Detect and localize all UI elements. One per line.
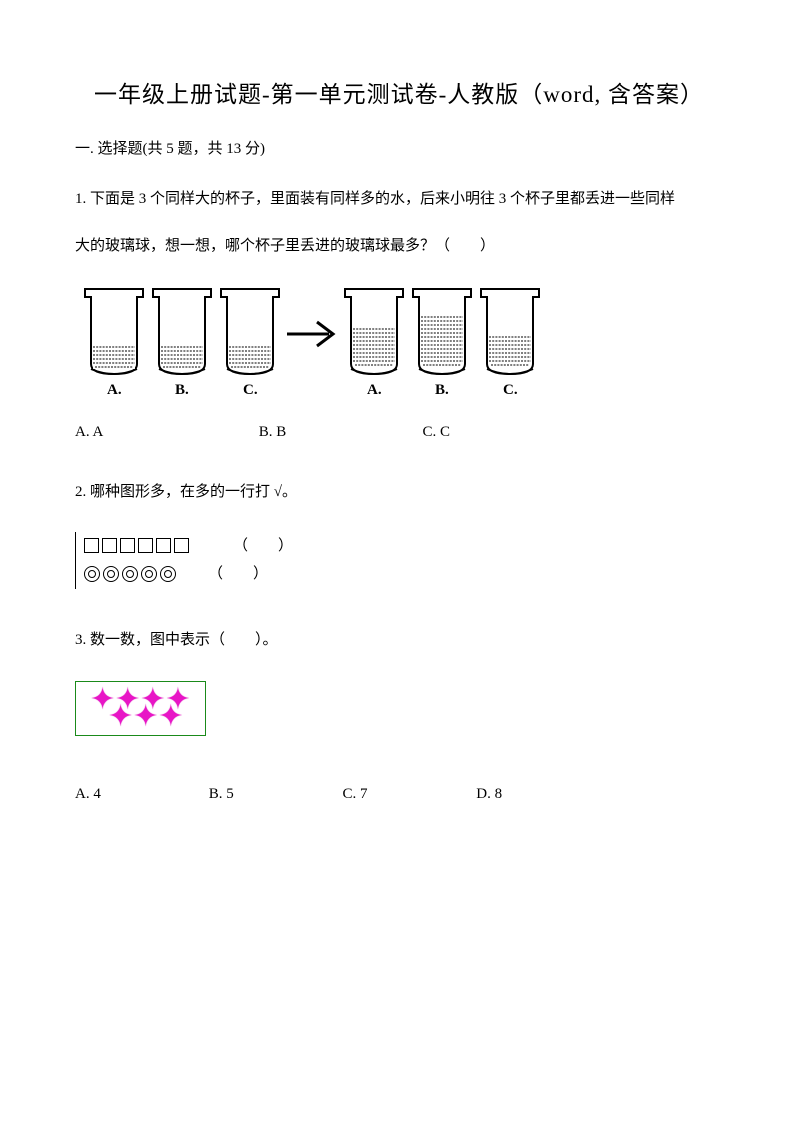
cup-label: C. bbox=[503, 382, 518, 398]
square-icon bbox=[84, 538, 99, 553]
star-icon: ✦ bbox=[108, 703, 133, 732]
double-circle-icon bbox=[122, 566, 138, 582]
q1-text-line2: 大的玻璃球，想一想，哪个杯子里丢进的玻璃球最多？（ ） bbox=[75, 227, 723, 266]
circles-group bbox=[84, 566, 176, 582]
question-3: 3. 数一数，图中表示（ ）。 ✦✦✦✦ ✦✦✦ A. 4 B. 5 C. 7 … bbox=[75, 629, 723, 804]
double-circle-icon bbox=[103, 566, 119, 582]
square-icon bbox=[120, 538, 135, 553]
question-1: 1. 下面是 3 个同样大的杯子，里面装有同样多的水，后来小明往 3 个杯子里都… bbox=[75, 180, 723, 441]
squares-group bbox=[84, 538, 189, 553]
option-a: A. 4 bbox=[75, 786, 205, 803]
q2-figure: （ ） （ ） bbox=[75, 532, 723, 589]
option-a: A. A bbox=[75, 424, 255, 441]
option-b: B. 5 bbox=[209, 786, 339, 803]
q2-paren-1: （ ） bbox=[233, 532, 293, 561]
q2-row-circles: （ ） bbox=[84, 560, 723, 589]
q3-options: A. 4 B. 5 C. 7 D. 8 bbox=[75, 786, 723, 803]
stars-bottom-row: ✦✦✦ bbox=[108, 703, 191, 732]
q2-row-squares: （ ） bbox=[84, 532, 723, 561]
q1-text-line1: 1. 下面是 3 个同样大的杯子，里面装有同样多的水，后来小明往 3 个杯子里都… bbox=[75, 180, 723, 219]
section-header: 一. 选择题(共 5 题，共 13 分) bbox=[75, 137, 723, 158]
page: 一年级上册试题-第一单元测试卷-人教版（word, 含答案） 一. 选择题(共 … bbox=[0, 0, 793, 1122]
square-icon bbox=[138, 538, 153, 553]
q2-paren-2: （ ） bbox=[208, 560, 268, 589]
cup-label: A. bbox=[367, 382, 382, 398]
q1-figure: A. B. C. A. B. C. bbox=[75, 284, 723, 404]
double-circle-icon bbox=[160, 566, 176, 582]
star-icon: ✦ bbox=[133, 703, 158, 732]
star-icon: ✦ bbox=[158, 703, 183, 732]
square-icon bbox=[102, 538, 117, 553]
square-icon bbox=[174, 538, 189, 553]
page-title: 一年级上册试题-第一单元测试卷-人教版（word, 含答案） bbox=[75, 75, 723, 109]
square-icon bbox=[156, 538, 171, 553]
option-c: C. C bbox=[423, 424, 451, 441]
q1-options: A. A B. B C. C bbox=[75, 424, 723, 441]
q3-figure: ✦✦✦✦ ✦✦✦ bbox=[75, 681, 206, 736]
question-2: 2. 哪种图形多，在多的一行打 √。 （ ） （ ） bbox=[75, 481, 723, 589]
q2-text: 2. 哪种图形多，在多的一行打 √。 bbox=[75, 481, 723, 504]
q3-text: 3. 数一数，图中表示（ ）。 bbox=[75, 629, 723, 652]
double-circle-icon bbox=[141, 566, 157, 582]
cup-label: B. bbox=[435, 382, 449, 398]
double-circle-icon bbox=[84, 566, 100, 582]
cup-label: A. bbox=[107, 382, 122, 398]
option-b: B. B bbox=[259, 424, 419, 441]
option-d: D. 8 bbox=[476, 786, 502, 803]
option-c: C. 7 bbox=[343, 786, 473, 803]
cup-label: B. bbox=[175, 382, 189, 398]
cup-label: C. bbox=[243, 382, 258, 398]
